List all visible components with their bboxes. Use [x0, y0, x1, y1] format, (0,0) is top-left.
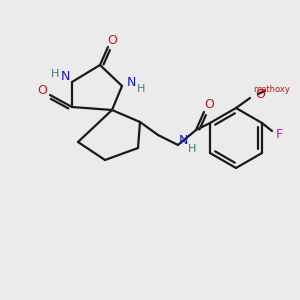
Text: H: H [137, 84, 145, 94]
Text: H: H [51, 69, 59, 79]
Text: N: N [178, 134, 188, 146]
Text: O: O [204, 98, 214, 112]
Text: O: O [107, 34, 117, 46]
Text: methoxy: methoxy [254, 85, 290, 94]
Text: O: O [255, 88, 265, 100]
Text: O: O [37, 85, 47, 98]
Text: N: N [126, 76, 136, 89]
Text: H: H [188, 144, 196, 154]
Text: N: N [60, 70, 70, 83]
Text: F: F [275, 128, 283, 140]
